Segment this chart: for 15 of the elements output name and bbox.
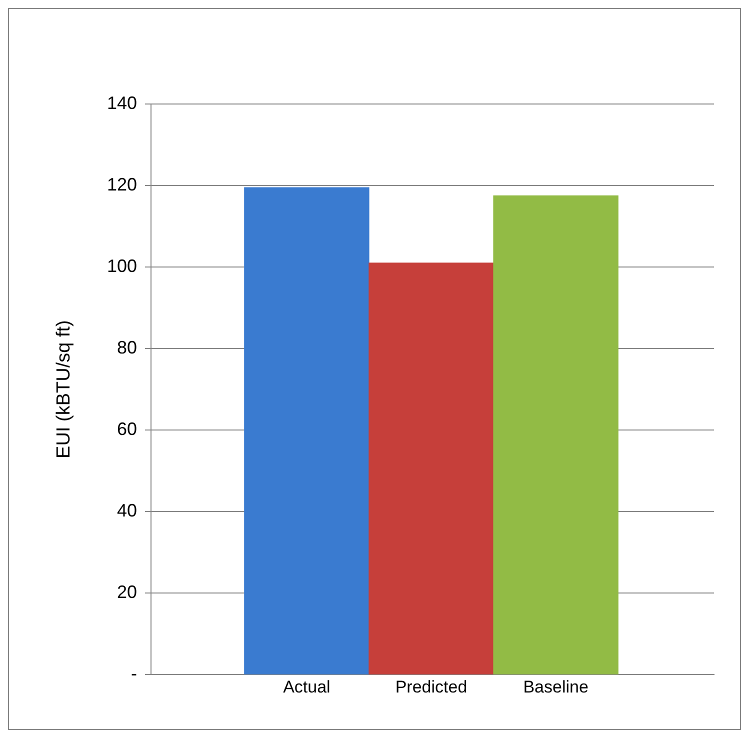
bar: [368, 262, 494, 674]
y-tick-label: 100: [106, 256, 137, 276]
y-axis-title: EUI (kBTU/sq ft): [54, 320, 75, 458]
bar: [493, 195, 618, 674]
y-tick-label: -: [131, 664, 137, 684]
x-tick-label: Predicted: [395, 677, 468, 696]
y-tick-label: 40: [116, 500, 137, 521]
y-tick-label: 80: [116, 338, 137, 358]
x-tick-label: Actual: [283, 677, 330, 696]
y-tick-label: 20: [116, 582, 137, 602]
x-tick-label: Baseline: [523, 677, 588, 696]
y-tick-label: 120: [106, 174, 137, 194]
y-tick-label: 60: [116, 419, 137, 440]
bar: [244, 187, 370, 674]
y-tick-label: 140: [106, 92, 137, 113]
